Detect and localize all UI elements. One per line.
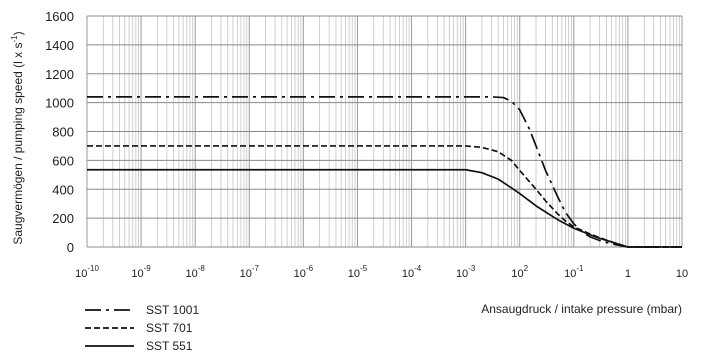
y-tick-label: 1200 [45,67,74,82]
x-tick-label: 10-5 [348,264,368,280]
x-tick-labels: 10-10 10-9 10-8 10-7 10-6 10-5 10-4 10-3 102 10-1… [75,264,688,280]
series-line [87,168,682,248]
y-tick-label: 0 [67,240,74,255]
y-tick-label: 400 [52,182,74,197]
x-tick-label: 10-7 [240,264,260,280]
legend-label: SST 1001 [146,303,199,317]
x-tick-label: 102 [511,264,528,280]
y-tick-label: 600 [52,153,74,168]
x-tick-label: 10-10 [75,264,99,280]
series-line [87,96,682,248]
x-tick-label: 10-8 [185,264,205,280]
x-tick-label: 10-3 [456,264,476,280]
y-axis-label: Saugvermögen / pumping speed (l x s-1) [10,31,25,244]
x-tick-label: 10-9 [131,264,151,280]
y-tick-label: 1600 [45,9,74,24]
x-axis-label: Ansaugdruck / intake pressure (mbar) [481,302,682,316]
y-tick-label: 800 [52,125,74,140]
x-tick-label: 10-4 [402,264,422,280]
legend-label: SST 551 [146,339,193,353]
legend-label: SST 701 [146,321,193,335]
y-tick-labels: 0 200 400 600 800 1000 1200 1400 1600 [45,9,74,255]
x-tick-label: 10 [676,268,688,280]
y-tick-label: 200 [52,211,74,226]
x-tick-label: 10-1 [564,264,584,280]
grid [86,15,683,248]
series-lines [87,96,682,248]
series-line [87,145,682,248]
legend: SST 1001 SST 701 SST 551 [85,303,199,353]
x-tick-label: 1 [625,268,631,280]
y-tick-label: 1400 [45,38,74,53]
y-tick-label: 1000 [45,96,74,111]
x-tick-label: 10-6 [294,264,314,280]
